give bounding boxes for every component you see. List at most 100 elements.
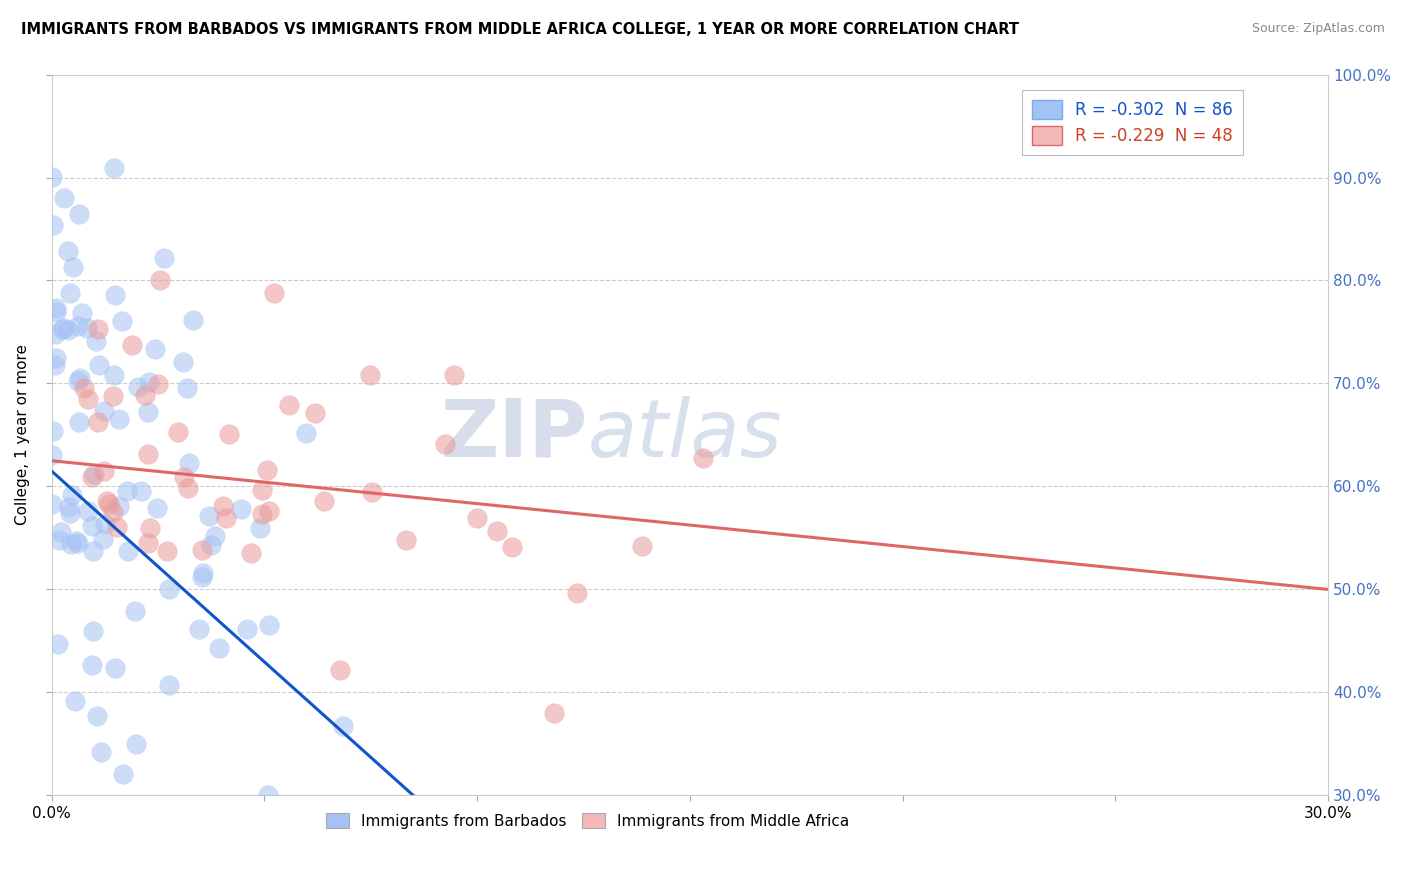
Point xyxy=(66,374,89,388)
Point xyxy=(359,368,381,383)
Point xyxy=(66,319,89,334)
Point xyxy=(257,618,280,632)
Point xyxy=(53,321,76,335)
Point xyxy=(236,622,259,636)
Point xyxy=(124,604,146,618)
Point xyxy=(567,586,589,600)
Point xyxy=(60,488,83,502)
Point xyxy=(59,537,82,551)
Point xyxy=(117,484,139,499)
Point xyxy=(294,425,316,440)
Point xyxy=(89,745,111,759)
Point xyxy=(42,218,65,232)
Point xyxy=(51,322,73,336)
Point xyxy=(181,312,204,326)
Point xyxy=(443,368,465,382)
Point xyxy=(76,504,98,518)
Point xyxy=(143,342,166,356)
Point xyxy=(257,789,280,803)
Point xyxy=(501,540,523,554)
Point xyxy=(329,663,352,677)
Point xyxy=(215,511,238,525)
Point xyxy=(361,485,384,500)
Point xyxy=(58,506,80,520)
Point xyxy=(63,694,86,708)
Point xyxy=(257,504,280,518)
Point xyxy=(42,424,65,438)
Point xyxy=(91,532,114,546)
Point xyxy=(208,641,231,656)
Point xyxy=(45,351,67,366)
Point xyxy=(138,375,160,389)
Point xyxy=(51,524,73,539)
Point xyxy=(111,314,134,328)
Point xyxy=(252,483,274,498)
Point xyxy=(58,285,80,300)
Point xyxy=(149,273,172,287)
Point xyxy=(67,207,90,221)
Point xyxy=(304,406,326,420)
Point xyxy=(87,415,110,429)
Point xyxy=(103,368,125,382)
Point xyxy=(103,505,125,519)
Point xyxy=(82,544,104,558)
Point xyxy=(314,493,336,508)
Point xyxy=(692,450,714,465)
Point xyxy=(156,544,179,558)
Point xyxy=(177,456,200,470)
Point xyxy=(176,381,198,395)
Point xyxy=(104,287,127,301)
Point xyxy=(66,536,89,550)
Point xyxy=(44,327,66,342)
Point xyxy=(46,637,69,651)
Point xyxy=(177,481,200,495)
Point xyxy=(231,502,253,516)
Text: ZIP: ZIP xyxy=(440,396,588,474)
Point xyxy=(172,354,194,368)
Point xyxy=(104,660,127,674)
Point xyxy=(121,338,143,352)
Point xyxy=(67,415,90,429)
Point xyxy=(101,389,124,403)
Point xyxy=(62,260,84,274)
Point xyxy=(212,499,235,513)
Point xyxy=(173,470,195,484)
Point xyxy=(70,306,93,320)
Point xyxy=(157,582,180,597)
Point xyxy=(136,536,159,550)
Point xyxy=(433,436,456,450)
Point xyxy=(72,381,94,395)
Point xyxy=(543,706,565,720)
Point xyxy=(87,322,110,336)
Point xyxy=(44,358,66,372)
Point xyxy=(191,569,214,583)
Point xyxy=(263,286,285,301)
Text: Source: ZipAtlas.com: Source: ZipAtlas.com xyxy=(1251,22,1385,36)
Point xyxy=(249,521,271,535)
Point xyxy=(56,244,79,258)
Point xyxy=(198,508,221,523)
Point xyxy=(157,678,180,692)
Point xyxy=(98,497,121,511)
Point xyxy=(117,543,139,558)
Point xyxy=(193,566,215,580)
Point xyxy=(395,533,418,547)
Point xyxy=(76,321,98,335)
Point xyxy=(204,529,226,543)
Point xyxy=(332,719,354,733)
Text: IMMIGRANTS FROM BARBADOS VS IMMIGRANTS FROM MIDDLE AFRICA COLLEGE, 1 YEAR OR MOR: IMMIGRANTS FROM BARBADOS VS IMMIGRANTS F… xyxy=(21,22,1019,37)
Point xyxy=(87,358,110,372)
Point xyxy=(82,624,104,639)
Legend: Immigrants from Barbados, Immigrants from Middle Africa: Immigrants from Barbados, Immigrants fro… xyxy=(321,806,855,835)
Y-axis label: College, 1 year or more: College, 1 year or more xyxy=(15,344,30,525)
Point xyxy=(69,371,91,385)
Point xyxy=(153,252,176,266)
Point xyxy=(148,377,170,392)
Point xyxy=(93,465,115,479)
Point xyxy=(191,543,214,558)
Point xyxy=(631,539,654,553)
Point xyxy=(41,497,63,511)
Point xyxy=(146,500,169,515)
Point xyxy=(45,305,67,319)
Point xyxy=(96,493,118,508)
